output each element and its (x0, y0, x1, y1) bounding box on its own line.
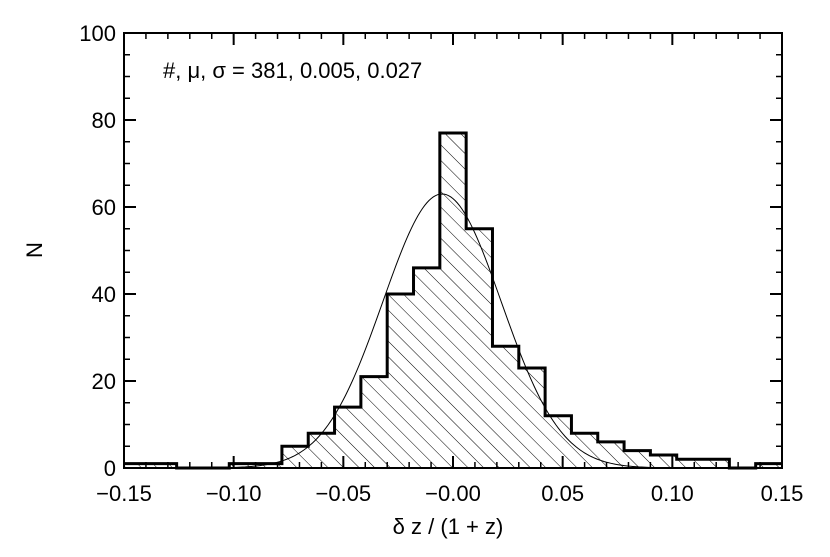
histogram-bar (150, 463, 177, 468)
histogram-bars (124, 131, 782, 470)
annotation-text: #, μ, σ = 381, 0.005, 0.027 (163, 58, 422, 83)
x-tick-label: −0.10 (206, 481, 262, 506)
histogram-bar (360, 376, 388, 468)
axes: −0.15 −0.10 −0.05 −0.00 0.05 0.10 0.15 0 20 40 60 8… (79, 21, 803, 506)
histogram-bar (466, 228, 493, 468)
histogram-bar (676, 459, 704, 468)
histogram-bar (518, 367, 546, 468)
y-tick-label: 100 (79, 21, 116, 46)
x-tick-label: 0.15 (761, 481, 804, 506)
x-tick-label: 0.10 (651, 481, 694, 506)
histogram-bar (439, 133, 467, 469)
y-tick-label: 60 (92, 195, 116, 220)
histogram-bar (387, 294, 414, 468)
x-tick-label: 0.05 (541, 481, 584, 506)
histogram-bar (624, 450, 651, 468)
histogram-outline (124, 131, 782, 470)
y-axis-title: N (22, 242, 47, 258)
histogram-bar (334, 407, 361, 468)
histogram-bar (124, 463, 151, 468)
histogram-bar (545, 415, 572, 468)
labels: #, μ, σ = 381, 0.005, 0.027 δ z / (1 + z… (22, 58, 503, 539)
histogram-bar (597, 441, 625, 468)
histogram-bar (229, 463, 256, 468)
histogram-bar (755, 463, 782, 468)
histogram-bar (650, 454, 677, 468)
y-tick-label: 20 (92, 369, 116, 394)
histogram-bar (413, 267, 440, 468)
x-axis-title: δ z / (1 + z) (393, 514, 504, 539)
y-tick-label: 40 (92, 282, 116, 307)
histogram-bar (492, 346, 519, 468)
x-tick-label: −0.05 (315, 481, 371, 506)
x-tick-label: −0.15 (96, 481, 152, 506)
y-tick-label: 0 (104, 456, 116, 481)
x-tick-label: −0.00 (425, 481, 481, 506)
histogram-bar (255, 463, 282, 468)
y-tick-label: 80 (92, 108, 116, 133)
